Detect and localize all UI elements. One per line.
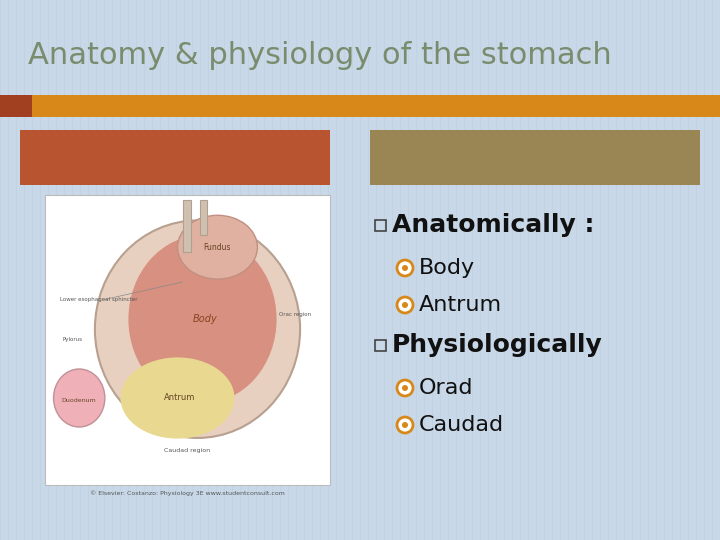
Text: Duodenum: Duodenum	[62, 399, 96, 403]
Text: Lower esophageal sphincter: Lower esophageal sphincter	[60, 297, 138, 302]
Text: Antrum: Antrum	[419, 295, 502, 315]
Text: Orad: Orad	[419, 378, 474, 398]
Circle shape	[402, 422, 408, 428]
Ellipse shape	[53, 369, 105, 427]
Ellipse shape	[120, 357, 235, 438]
Ellipse shape	[178, 215, 258, 279]
Text: Orac region: Orac region	[279, 312, 311, 316]
Text: Anatomically :: Anatomically :	[392, 213, 595, 237]
Circle shape	[397, 380, 413, 396]
Circle shape	[402, 385, 408, 391]
Text: Caudad region: Caudad region	[164, 448, 210, 453]
Ellipse shape	[95, 220, 300, 438]
Bar	[182, 200, 191, 252]
Text: Caudad: Caudad	[419, 415, 504, 435]
Text: Physiologically: Physiologically	[392, 333, 603, 357]
Text: Fundus: Fundus	[204, 242, 231, 252]
Text: Anatomy & physiology of the stomach: Anatomy & physiology of the stomach	[28, 40, 612, 70]
Circle shape	[397, 297, 413, 313]
Text: Body: Body	[193, 314, 218, 324]
Bar	[375, 219, 386, 231]
Bar	[0, 95, 32, 117]
Circle shape	[402, 265, 408, 271]
Bar	[375, 340, 386, 350]
Bar	[20, 130, 330, 185]
Bar	[199, 200, 207, 235]
Text: © Elsevier: Costanzo: Physiology 3E www.studentconsult.com: © Elsevier: Costanzo: Physiology 3E www.…	[90, 490, 285, 496]
Circle shape	[397, 417, 413, 433]
Bar	[32, 95, 720, 117]
Circle shape	[402, 302, 408, 308]
Bar	[370, 130, 700, 185]
Bar	[45, 195, 330, 485]
Circle shape	[397, 260, 413, 276]
Text: Pylorus: Pylorus	[62, 337, 82, 342]
Text: Antrum: Antrum	[164, 394, 195, 402]
Text: Body: Body	[419, 258, 475, 278]
Ellipse shape	[128, 235, 276, 403]
